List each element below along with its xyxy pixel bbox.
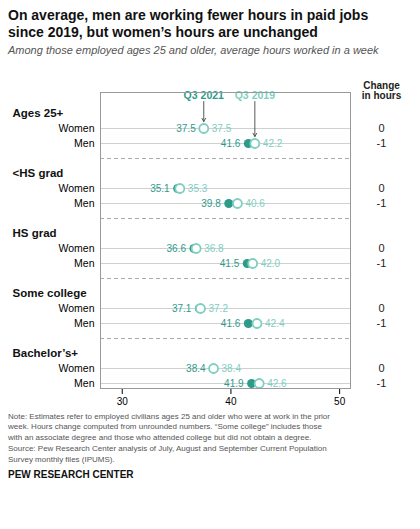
html-text:PEW RESEARCH CENTER: PEW RESEARCH CENTER: [8, 468, 134, 480]
svg-text:<HS grad: <HS grad: [13, 167, 64, 179]
svg-text:41.6: 41.6: [221, 137, 241, 148]
svg-text:50: 50: [334, 395, 346, 406]
svg-text:37.5: 37.5: [176, 122, 196, 133]
svg-text:Ages 25+: Ages 25+: [13, 107, 64, 119]
svg-text:0: 0: [378, 182, 384, 194]
svg-text:0: 0: [378, 302, 384, 314]
svg-text:Changein hours: Changein hours: [362, 79, 402, 100]
svg-text:42.4: 42.4: [265, 317, 285, 328]
svg-text:Men: Men: [74, 136, 95, 148]
svg-text:Women: Women: [59, 241, 95, 253]
svg-text:-1: -1: [377, 257, 387, 269]
svg-text:41.6: 41.6: [221, 317, 241, 328]
svg-text:39.8: 39.8: [201, 197, 221, 208]
svg-text:35.1: 35.1: [150, 182, 170, 193]
svg-text:37.5: 37.5: [212, 122, 232, 133]
svg-text:0: 0: [378, 362, 384, 374]
svg-text:Men: Men: [74, 316, 95, 328]
svg-text:-1: -1: [377, 137, 387, 149]
svg-text:Bachelor’s+: Bachelor’s+: [13, 347, 79, 359]
html-text:Note: Estimates refer to emplo: Note: Estimates refer to employed civili…: [8, 411, 330, 464]
svg-text:-1: -1: [377, 317, 387, 329]
html-text:Among those employed ages 25 a: Among those employed ages 25 and older, …: [8, 43, 379, 56]
svg-text:0: 0: [378, 122, 384, 134]
svg-text:HS grad: HS grad: [13, 227, 57, 239]
svg-text:38.4: 38.4: [186, 362, 206, 373]
svg-text:Men: Men: [74, 376, 95, 388]
svg-text:Men: Men: [74, 256, 95, 268]
svg-text:-1: -1: [377, 197, 387, 209]
svg-text:Women: Women: [59, 361, 95, 373]
svg-text:38.4: 38.4: [222, 362, 242, 373]
svg-text:40: 40: [225, 395, 237, 406]
svg-text:Q3 2021: Q3 2021: [184, 88, 224, 100]
svg-text:40.6: 40.6: [245, 197, 265, 208]
svg-text:37.1: 37.1: [172, 302, 192, 313]
svg-text:Women: Women: [59, 301, 95, 313]
svg-text:Some college: Some college: [13, 287, 87, 299]
svg-text:41.5: 41.5: [220, 257, 240, 268]
svg-text:37.2: 37.2: [209, 302, 229, 313]
svg-text:36.8: 36.8: [204, 242, 224, 253]
svg-text:0: 0: [378, 242, 384, 254]
svg-text:30: 30: [117, 395, 129, 406]
svg-text:Q3 2019: Q3 2019: [235, 88, 275, 100]
svg-text:Women: Women: [59, 121, 95, 133]
svg-text:36.6: 36.6: [167, 242, 187, 253]
svg-text:Men: Men: [74, 196, 95, 208]
svg-text:42.0: 42.0: [261, 257, 281, 268]
svg-text:-1: -1: [377, 377, 387, 389]
svg-text:Women: Women: [59, 181, 95, 193]
html-text:On average, men are working fe: On average, men are working fewer hours …: [8, 7, 369, 40]
svg-text:35.3: 35.3: [188, 182, 208, 193]
svg-text:42.2: 42.2: [263, 137, 283, 148]
svg-text:41.9: 41.9: [224, 377, 244, 388]
svg-text:42.6: 42.6: [267, 377, 287, 388]
